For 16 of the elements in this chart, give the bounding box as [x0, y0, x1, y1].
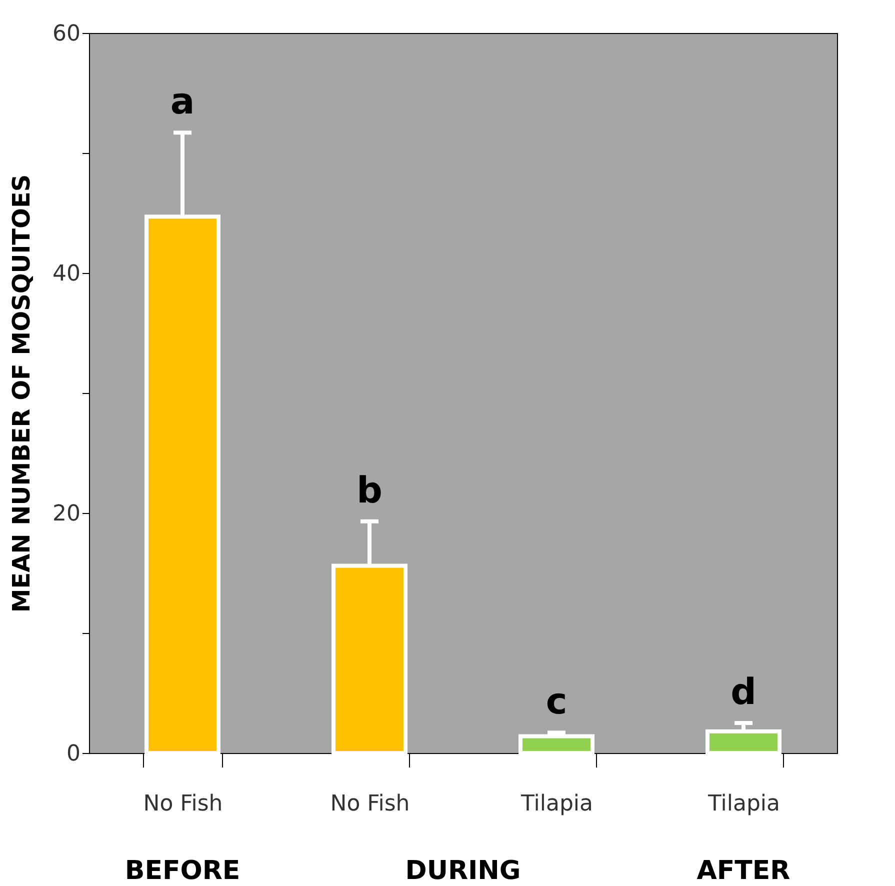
y-tick-label: 20 — [52, 502, 80, 526]
y-tick-label: 40 — [52, 262, 80, 286]
text: BEFORE — [124, 856, 240, 886]
y-tick-label: 60 — [52, 22, 80, 46]
data-label: c — [546, 682, 568, 723]
data-label: b — [356, 470, 382, 512]
x-tick-label: Tilapia — [520, 792, 594, 816]
x-tick-label: No Fish — [143, 792, 223, 816]
text: AFTER — [696, 856, 790, 886]
data-label: a — [170, 82, 195, 123]
x-tick-label: No Fish — [330, 792, 410, 816]
text: DURING — [405, 856, 521, 886]
y-tick-label: 0 — [66, 742, 80, 766]
y-axis-title: MEAN NUMBER OF MOSQUITOES — [8, 174, 36, 613]
x-tick-label: Tilapia — [706, 792, 780, 816]
data-label: d — [730, 672, 756, 713]
